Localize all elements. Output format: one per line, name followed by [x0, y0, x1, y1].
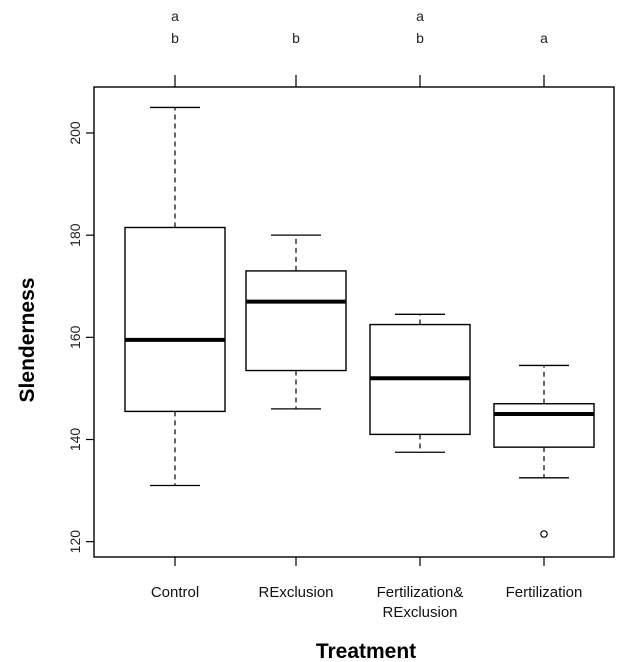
significance-letter: b: [292, 30, 300, 46]
x-tick-label: Control: [151, 584, 199, 601]
iqr-box: [493, 403, 595, 448]
x-tick-label: Fertilization: [506, 584, 583, 601]
significance-letter: b: [171, 30, 179, 46]
y-axis: 120 140 160 180 200: [67, 121, 94, 553]
iqr-box: [245, 270, 347, 372]
y-tick-label: 120: [67, 530, 83, 554]
y-tick-label: 160: [67, 325, 83, 349]
significance-letter: a: [171, 8, 179, 24]
x-tick-label: RExclusion: [258, 584, 333, 601]
y-axis-title: Slenderness: [16, 278, 39, 403]
y-tick-label: 180: [67, 223, 83, 247]
x-tick-label: RExclusion: [382, 604, 457, 621]
box-group: [245, 234, 347, 410]
box-series: [124, 106, 595, 538]
y-tick-label: 200: [67, 121, 83, 145]
x-axis-title: Treatment: [316, 640, 416, 662]
top-axis: ab bab a: [171, 8, 548, 87]
y-tick-label: 140: [67, 428, 83, 452]
x-axis: Control RExclusion Fertilization&RExclusio…: [151, 557, 583, 621]
significance-letter: a: [416, 8, 424, 24]
x-tick-label: Fertilization&: [377, 584, 464, 601]
box-group: [124, 106, 226, 487]
significance-letter: a: [540, 30, 548, 46]
box-group: [369, 313, 471, 453]
significance-letter: b: [416, 30, 424, 46]
outlier-point: [540, 530, 548, 538]
iqr-box: [124, 226, 226, 413]
box-group: [493, 364, 595, 538]
plot-frame: [93, 86, 615, 558]
